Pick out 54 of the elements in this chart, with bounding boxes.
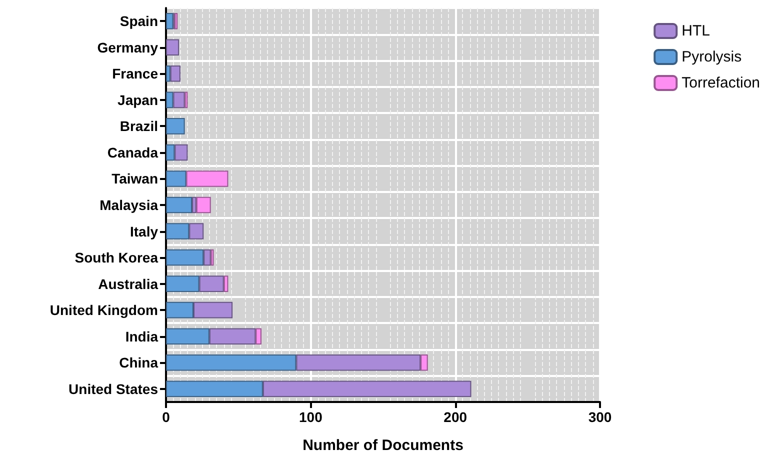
bar [166,170,186,187]
legend-label: Torrefaction [682,74,760,92]
y-tick-label: South Korea [74,250,158,266]
y-tick-label: Canada [107,144,158,160]
bar [420,354,428,371]
bar [166,12,174,30]
y-tick-label: Japan [118,92,158,108]
bar [192,196,196,214]
y-tick-label: United States [68,380,158,397]
bar [166,328,210,344]
bar [186,170,228,187]
bar [174,144,188,161]
bar [166,66,170,82]
bar [296,354,421,371]
x-tick-label: 300 [588,409,612,425]
y-tick-label: Germany [97,39,158,56]
bar [189,223,204,240]
bar [166,223,190,240]
bar [166,144,175,161]
y-tick-label: France [112,66,158,82]
y-tick-label: Australia [98,276,158,292]
bar [166,380,263,398]
bar [166,276,200,292]
bar [196,196,211,214]
bar [166,354,296,371]
bar [224,276,228,292]
bar [204,249,211,266]
legend-label: HTL [682,22,710,40]
y-tick-label: Brazil [120,118,158,134]
bar [173,92,185,108]
y-tick-label: Spain [120,13,158,30]
legend-label: Pyrolysis [682,48,742,66]
bar [166,302,194,318]
y-tick-label: Malaysia [100,197,158,213]
y-tick-label: Italy [130,223,158,240]
bar [166,92,174,108]
bar [170,66,180,82]
bar [193,302,233,318]
y-tick-label: Taiwan [112,170,158,187]
bar [256,328,262,344]
y-tick-label: China [119,354,158,371]
bar [262,380,472,398]
y-tick-label: India [125,328,158,344]
bar [166,118,185,134]
bar [209,328,256,344]
x-tick-label: 0 [162,409,170,425]
bar [166,39,180,56]
x-tick-label: 100 [298,409,323,425]
bar [166,196,192,214]
x-tick-label: 200 [444,409,468,425]
y-tick-label: United Kingdom [50,302,158,318]
bar [166,249,204,266]
bar [199,276,224,292]
x-axis-title: Number of Documents [302,437,464,454]
